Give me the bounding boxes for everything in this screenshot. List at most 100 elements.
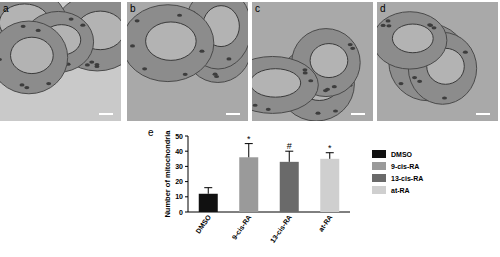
organelle xyxy=(350,47,355,50)
organelle xyxy=(94,63,99,66)
organelle xyxy=(36,29,41,32)
micrograph: b xyxy=(122,0,251,121)
tick xyxy=(185,181,188,182)
annotation: * xyxy=(247,134,251,144)
organelle xyxy=(332,85,337,88)
legend-label: 9-cis-RA xyxy=(391,163,419,170)
organelle xyxy=(266,108,271,111)
organelle xyxy=(135,19,140,22)
tick-label: 50 xyxy=(175,133,183,140)
organelle xyxy=(21,25,26,28)
tick-label: 0 xyxy=(179,209,183,216)
organelle xyxy=(432,26,437,29)
organelle xyxy=(177,14,182,17)
legend-label: DMSO xyxy=(391,151,413,158)
organelle xyxy=(46,82,51,85)
micrograph-image xyxy=(0,2,121,121)
error-cap xyxy=(204,187,212,188)
tick-label: 40 xyxy=(175,148,183,155)
organelle xyxy=(130,44,135,47)
organelle xyxy=(427,23,432,26)
organelle xyxy=(0,58,2,61)
organelle xyxy=(24,86,29,89)
micrograph: c xyxy=(227,2,373,121)
error-line xyxy=(329,153,330,159)
category-label: DMSO xyxy=(194,213,212,235)
tick xyxy=(185,196,188,197)
scale-bar xyxy=(351,113,365,115)
tick xyxy=(185,151,188,152)
nucleus xyxy=(310,44,348,78)
micrograph: d xyxy=(373,2,498,121)
panel-label: b xyxy=(130,3,136,14)
bar xyxy=(280,162,299,212)
micrograph: a xyxy=(0,0,141,121)
tick xyxy=(185,212,188,213)
legend: DMSO 9-cis-RA 13-cis-RA at-RA xyxy=(372,150,423,194)
error-line xyxy=(248,144,249,158)
organelle xyxy=(463,51,468,54)
error-bar xyxy=(326,153,334,159)
organelle xyxy=(399,82,404,85)
scale-bar xyxy=(476,113,490,115)
scale-bar xyxy=(99,113,113,115)
nucleus xyxy=(11,37,54,73)
organelle xyxy=(183,73,188,76)
labels: DMSO * 9-cis-RA #13-cis-RA * at-RA xyxy=(194,134,333,244)
organelle xyxy=(85,63,90,66)
bar xyxy=(199,194,218,212)
legend-label: 13-cis-RA xyxy=(391,175,423,182)
organelle xyxy=(323,89,328,92)
category-label: 9-cis-RA xyxy=(231,214,253,241)
organelle xyxy=(386,24,391,27)
bar xyxy=(239,157,258,212)
nucleus xyxy=(392,24,433,53)
organelle xyxy=(381,24,386,27)
scale-bar xyxy=(226,113,240,115)
bars xyxy=(199,144,340,212)
cell xyxy=(0,21,68,94)
bar xyxy=(320,159,339,212)
annotation: # xyxy=(287,141,292,151)
y-axis: 0 10 20 30 40 50 xyxy=(175,133,188,216)
tick-label: 10 xyxy=(175,193,183,200)
annotation: * xyxy=(328,143,332,153)
panel-label: a xyxy=(3,3,9,14)
organelle xyxy=(333,109,338,112)
organelle xyxy=(199,50,204,53)
organelle xyxy=(302,68,307,71)
cell xyxy=(377,12,447,69)
organelle xyxy=(142,67,147,70)
organelle xyxy=(19,83,24,86)
organelle xyxy=(69,17,74,20)
organelle xyxy=(412,76,417,79)
organelle xyxy=(213,73,218,76)
nucleus xyxy=(146,22,197,60)
category-label: at-RA xyxy=(317,214,333,233)
organelle xyxy=(442,96,447,99)
legend-label: at-RA xyxy=(391,187,410,194)
micrograph-image xyxy=(252,2,373,121)
cell xyxy=(252,56,318,113)
organelle xyxy=(308,79,313,82)
nucleus xyxy=(252,69,301,97)
organelle xyxy=(428,24,433,27)
organelle xyxy=(315,112,320,115)
organelle xyxy=(80,24,85,27)
tick-label: 20 xyxy=(175,178,183,185)
error-line xyxy=(208,188,209,194)
organelle xyxy=(89,60,94,63)
cell xyxy=(127,5,214,82)
error-bar xyxy=(204,188,212,194)
tick xyxy=(185,166,188,167)
category-label: 13-cis-RA xyxy=(269,214,293,244)
legend-swatch xyxy=(372,150,386,158)
axis-line xyxy=(188,136,189,212)
error-line xyxy=(289,151,290,162)
organelle xyxy=(348,43,353,46)
error-bar xyxy=(245,144,253,158)
tick-label: 30 xyxy=(175,163,183,170)
legend-swatch xyxy=(372,162,386,170)
legend-swatch xyxy=(372,186,386,194)
axis-label: Number of mitochondria xyxy=(163,130,172,218)
